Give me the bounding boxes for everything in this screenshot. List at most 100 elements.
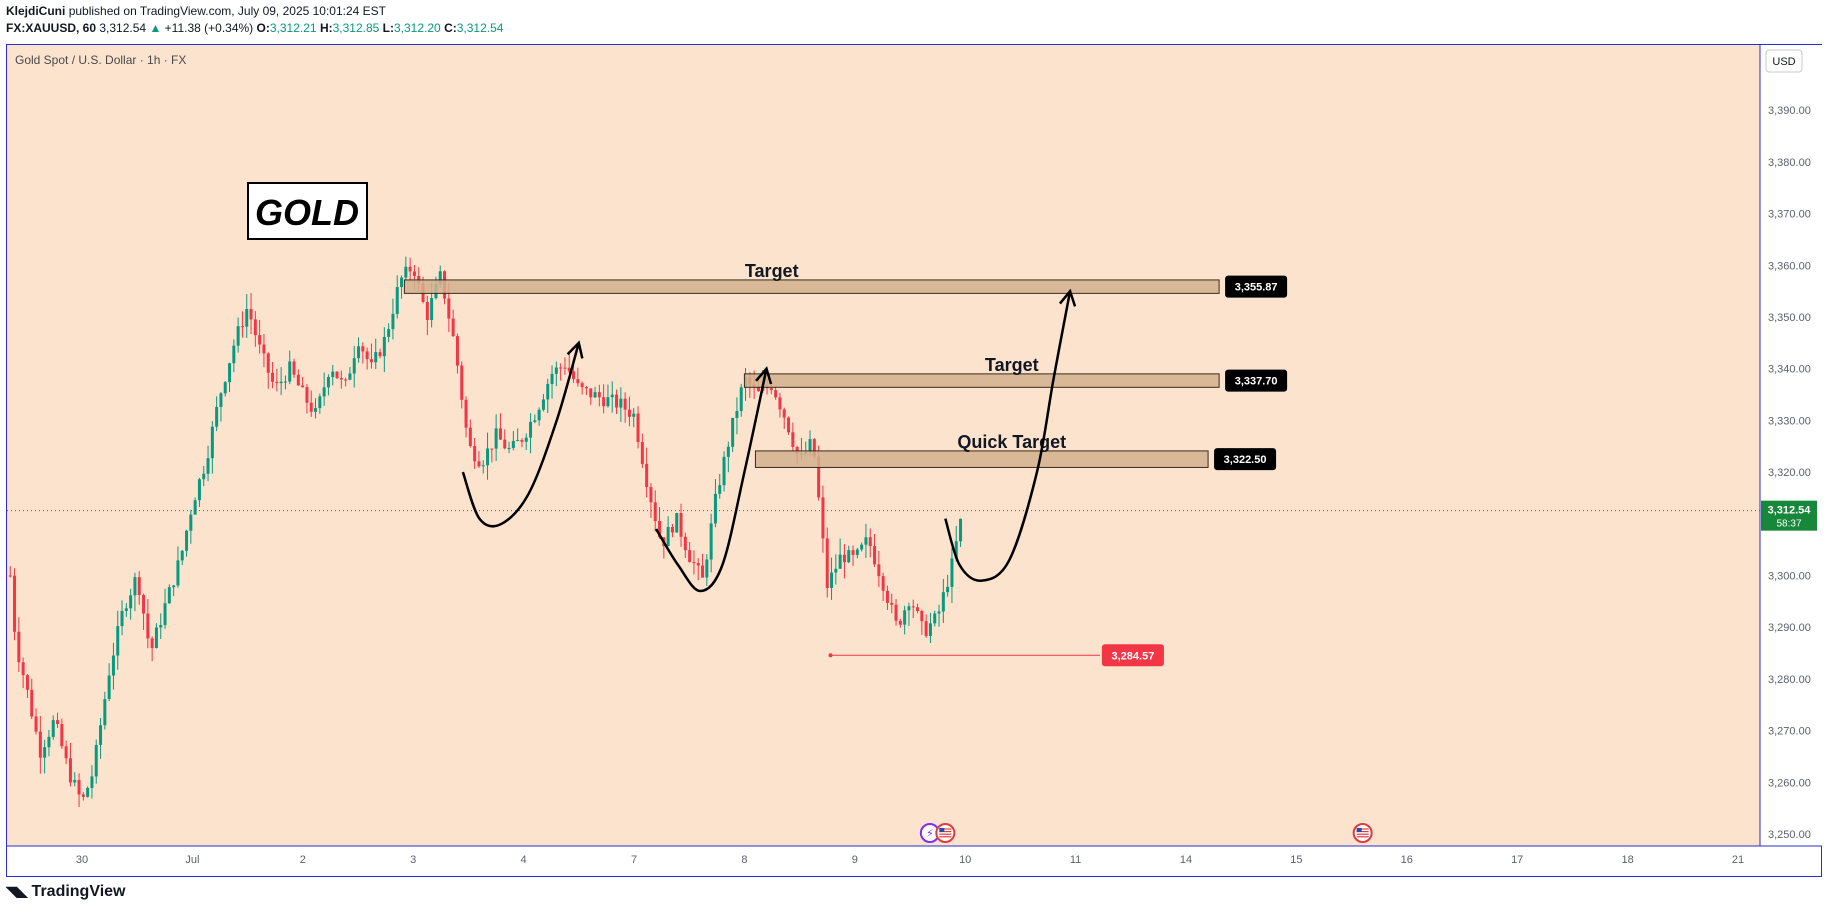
candle-body <box>137 577 141 596</box>
candle-body <box>516 440 520 442</box>
candle-body <box>374 352 378 363</box>
high-label: H: <box>319 21 333 35</box>
candle-body <box>627 409 631 417</box>
candle-body <box>924 621 928 636</box>
candle-body <box>524 437 528 442</box>
candle-body <box>408 266 412 272</box>
candle-body <box>597 392 601 398</box>
candle-body <box>455 336 459 366</box>
candle-body <box>283 381 287 383</box>
candle-body <box>864 537 868 545</box>
tradingview-logo-icon: ◥◣ <box>6 883 28 899</box>
candle-body <box>180 550 184 561</box>
candle-body <box>950 558 954 587</box>
candle-body <box>344 379 348 381</box>
candle-body <box>511 440 515 448</box>
candle-body <box>77 780 81 795</box>
candle-body <box>559 367 563 369</box>
candle-body <box>357 346 361 359</box>
x-tick-label: 3 <box>410 854 416 866</box>
y-tick-label: 3,320.00 <box>1768 467 1811 479</box>
candle-body <box>400 277 404 288</box>
candle-body <box>210 426 214 459</box>
candle-body <box>572 371 576 380</box>
open-label: O: <box>256 21 270 35</box>
candle-body <box>21 662 25 676</box>
y-tick-label: 3,390.00 <box>1768 105 1811 117</box>
zone-price-tag <box>1214 448 1277 471</box>
candle-body <box>705 559 709 578</box>
x-tick-label: 30 <box>76 854 88 866</box>
x-tick-label: 15 <box>1290 854 1302 866</box>
x-tick-label: 2 <box>300 854 306 866</box>
y-tick-label: 3,380.00 <box>1768 157 1811 169</box>
zone-price-label: 3,355.87 <box>1235 282 1278 294</box>
y-tick-label: 3,300.00 <box>1768 571 1811 583</box>
candle-body <box>946 586 950 593</box>
candle-body <box>189 514 193 531</box>
candle-body <box>38 731 42 758</box>
author-name[interactable]: KlejdiCuni <box>6 4 66 18</box>
candle-body <box>348 373 352 380</box>
candle-body <box>769 388 773 391</box>
candle-body <box>791 432 795 447</box>
candle-body <box>645 463 649 488</box>
candle-body <box>318 396 322 409</box>
candle-body <box>460 365 464 400</box>
candle-body <box>498 428 502 440</box>
current-price-label: 3,312.54 <box>1768 505 1812 517</box>
candle-body <box>17 631 21 663</box>
symbol-label: FX:XAUUSD, 60 <box>6 21 97 35</box>
candle-body <box>447 298 451 319</box>
chart-title: Gold Spot / U.S. Dollar · 1h · FX <box>15 53 186 67</box>
brand-name: TradingView <box>31 883 126 900</box>
candle-body <box>369 359 373 363</box>
candle-body <box>868 537 872 547</box>
candle-body <box>632 413 636 417</box>
x-tick-label: 16 <box>1401 854 1413 866</box>
x-tick-label: 17 <box>1511 854 1523 866</box>
candle-body <box>593 392 597 398</box>
candle-body <box>51 720 55 737</box>
candle-body <box>94 744 98 777</box>
arrowhead-icon <box>566 340 584 359</box>
open-value: 3,312.21 <box>269 21 317 35</box>
x-tick-label: 7 <box>631 854 637 866</box>
x-tick-label: 9 <box>852 854 858 866</box>
candle-body <box>249 309 253 320</box>
candle-body <box>292 361 296 375</box>
y-tick-label: 3,350.00 <box>1768 312 1811 324</box>
candle-body <box>404 266 408 278</box>
ohlc-bar: FX:XAUUSD, 60 3,312.54 ▲ +11.38 (+0.34%)… <box>6 21 503 35</box>
arrowhead-icon <box>755 366 773 385</box>
projection-curve-2 <box>655 368 768 593</box>
candle-body <box>43 747 47 758</box>
candle-body <box>619 398 623 408</box>
candle-body <box>236 326 240 346</box>
candle-body <box>490 448 494 450</box>
target-zone <box>754 450 1209 468</box>
candle-body <box>34 716 38 732</box>
candle-body <box>903 610 907 625</box>
candle-body <box>812 439 816 457</box>
candle-body <box>47 736 51 748</box>
zone-price-tag <box>1225 275 1288 298</box>
chart-background <box>7 45 1760 846</box>
candle-body <box>193 500 197 515</box>
candle-body <box>722 456 726 486</box>
candle-body <box>391 313 395 330</box>
x-tick-label: 11 <box>1070 854 1081 866</box>
candle-body <box>834 568 838 573</box>
candle-body <box>696 563 700 566</box>
zone-price-label: 3,322.50 <box>1224 454 1267 466</box>
candle-body <box>726 446 730 457</box>
candle-body <box>266 353 270 373</box>
candle-body <box>911 606 915 608</box>
currency-label: USD <box>1772 56 1795 68</box>
candle-body <box>701 565 705 578</box>
candle-body <box>430 298 434 320</box>
currency-box <box>1765 49 1803 73</box>
flag-canton <box>939 828 945 832</box>
candle-body <box>202 473 206 480</box>
